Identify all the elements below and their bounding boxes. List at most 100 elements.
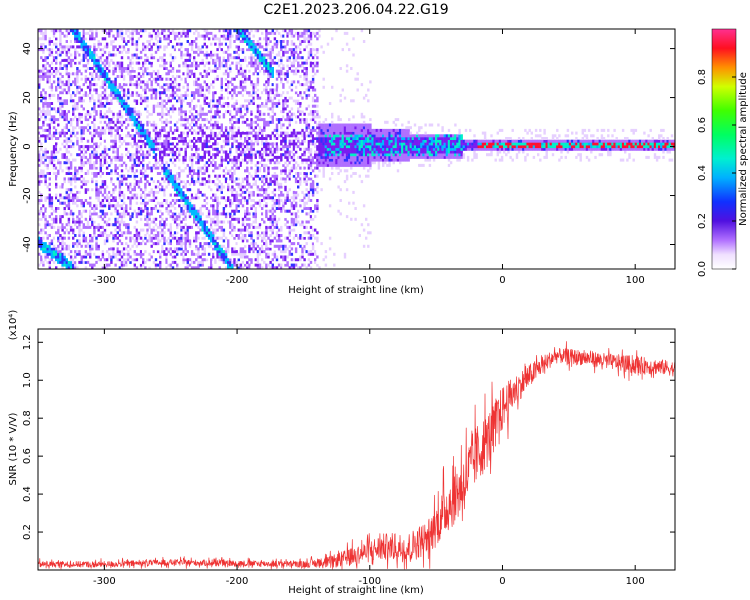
spectrogram-cell [146, 212, 149, 216]
spectrogram-cell [50, 199, 54, 202]
spectrogram-cell [252, 134, 255, 138]
spectrogram-cell [165, 207, 168, 210]
spectrogram-cell [89, 99, 92, 103]
spectrogram-cell [114, 69, 117, 73]
spectrogram-cell [246, 255, 249, 259]
spectrogram-cell [171, 260, 175, 264]
spectrogram-cell [212, 212, 215, 216]
spectrogram-cell [186, 163, 189, 167]
spectrogram-cell [80, 169, 83, 173]
spectrogram-cell [110, 150, 113, 154]
spectrogram-cell [72, 72, 75, 76]
spectrogram-cell [227, 104, 230, 108]
spectrogram-cell [246, 228, 249, 232]
spectrogram-cell [161, 212, 164, 216]
spectrogram-cell [246, 91, 249, 95]
spectrogram-cell [159, 91, 162, 95]
spectrogram-cell [199, 244, 202, 248]
spectrogram-cell [237, 155, 240, 159]
spectrogram-cell [161, 110, 164, 114]
spectrogram-cell [233, 199, 236, 202]
spectrogram-cell [161, 166, 164, 170]
spectrogram-cell [61, 255, 64, 259]
spectrogram-cell [133, 209, 136, 213]
spectrogram-cell [212, 137, 215, 140]
spectrogram-cell [163, 193, 166, 197]
spectrogram-cell [244, 215, 247, 219]
spectrogram-cell [237, 99, 240, 103]
spectrogram-cell [63, 207, 66, 210]
spectrogram-cell [42, 67, 45, 70]
spectrogram-cell [186, 77, 189, 81]
spectrogram-cell [80, 220, 83, 224]
spectrogram-cell [137, 93, 141, 97]
spectrogram-cell [231, 161, 234, 165]
spectrogram-cell [176, 34, 179, 38]
spectrogram-cell [212, 209, 215, 213]
spectrogram-cell [224, 199, 228, 202]
spectrogram-cell [101, 201, 105, 205]
spectrogram-cell [80, 212, 83, 216]
spectrogram-cell [193, 50, 196, 54]
spectrogram-cell [67, 193, 71, 197]
spectrogram-cell [231, 126, 234, 130]
spectrogram-cell [203, 112, 206, 116]
spectrogram-cell [84, 260, 88, 264]
spectrogram-cell [246, 217, 249, 221]
spectrogram-cell [190, 48, 194, 52]
spectrogram-cell [112, 145, 115, 149]
spectrogram-cell [46, 123, 49, 127]
spectrogram-cell [178, 199, 181, 202]
spectrogram-cell [42, 215, 45, 219]
spectrogram-cell [52, 158, 56, 162]
spectrogram-cell [176, 126, 179, 130]
spectrogram-cell [169, 83, 172, 87]
spectrogram-cell [69, 188, 73, 192]
spectrogram-cell [252, 242, 255, 246]
spectrogram-cell [244, 40, 247, 43]
spectrogram-cell [129, 53, 132, 57]
spectrogram-cell [184, 155, 187, 159]
spectrogram-cell [112, 188, 115, 192]
spectrogram-cell [129, 69, 132, 73]
spectrogram-cell [142, 75, 145, 78]
spectrogram-cell [246, 104, 249, 108]
spectrogram-cell [74, 80, 77, 84]
spectrogram-cell [67, 128, 71, 132]
spectrogram-cell [231, 91, 234, 95]
spectrogram-cell [165, 102, 168, 105]
spectrogram-cell [50, 120, 54, 124]
spectrogram-cell [210, 45, 213, 49]
spectrogram-cell [214, 258, 217, 262]
spectrogram-cell [188, 115, 192, 119]
spectrogram-cell [65, 64, 68, 68]
spectrogram-cell [74, 31, 77, 35]
spectrogram-cell [129, 239, 132, 243]
spectrogram-cell [114, 185, 117, 189]
spectrogram-cell [205, 185, 209, 189]
spectrogram-cell [135, 96, 139, 100]
spectrogram-cell [103, 145, 107, 149]
spectrogram-cell [144, 174, 147, 178]
spectrogram-cell [239, 247, 243, 251]
spectrogram-cell [182, 190, 185, 194]
spectrogram-cell [212, 163, 215, 167]
spectrogram-cell [44, 118, 47, 122]
spectrogram-cell [214, 220, 217, 224]
spectrogram-cell [63, 180, 66, 184]
spectrogram-cell [139, 166, 143, 170]
spectrogram-cell [184, 153, 187, 157]
spectrogram-cell [144, 134, 147, 138]
spectrogram-cell [171, 142, 175, 146]
spectrogram-cell [224, 64, 228, 68]
spectrogram-cell [139, 193, 143, 197]
spectrogram-cell [63, 104, 66, 108]
spectrogram-cell [108, 118, 111, 122]
spectrogram-cell [218, 29, 221, 33]
spectrogram-cell [89, 50, 92, 54]
spectrogram-cell [246, 185, 249, 189]
spectrogram-cell [59, 96, 62, 100]
spectrogram-cell [89, 131, 92, 135]
spectrogram-cell [108, 126, 111, 130]
